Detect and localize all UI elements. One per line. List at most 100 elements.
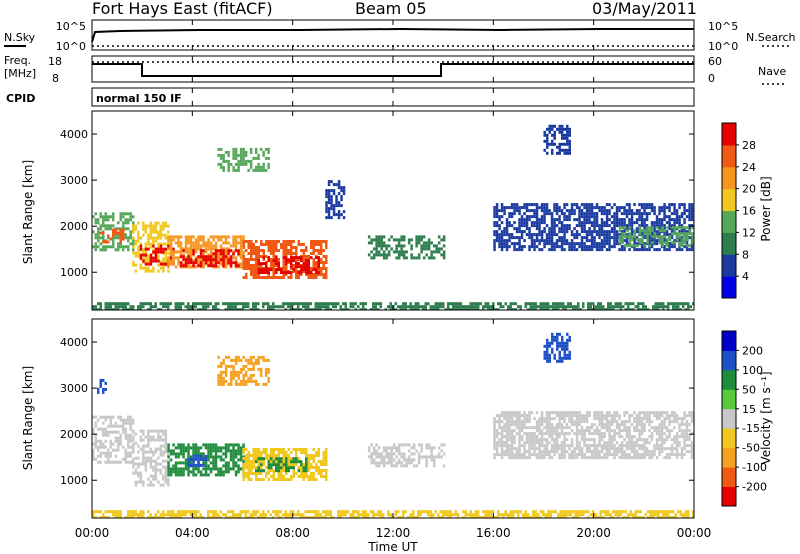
velocity-patch-2 — [167, 443, 245, 477]
beam-label: Beam 05 — [355, 0, 427, 18]
velocity-colorbar-swatch-3 — [722, 428, 736, 449]
power-colorbar-label: Power [dB] — [759, 176, 773, 241]
velocity-patch-3 — [187, 454, 208, 467]
nave-tick-top: 60 — [708, 55, 722, 68]
power-colorbar-tick-0: 4 — [742, 270, 749, 283]
power-patch-9 — [325, 180, 346, 220]
velocity-colorbar-tick-4: 15 — [742, 403, 756, 416]
station-title: Fort Hays East (fitACF) — [92, 0, 273, 18]
power-data-layer — [92, 124, 694, 310]
date-label: 03/May/2011 — [592, 0, 697, 18]
noise-tick-left-top: 10^5 — [56, 20, 86, 33]
power-patch-10 — [367, 235, 446, 260]
time-axis-label: Time UT — [367, 540, 418, 554]
noise-tick-left-bottom: 10^0 — [56, 40, 86, 53]
power-ytick-label-3: 4000 — [60, 128, 88, 141]
cpid-value: normal 150 IF — [96, 92, 182, 105]
velocity-data-layer — [92, 332, 694, 518]
noise-tick-right-top: 10^5 — [708, 20, 738, 33]
freq-line — [92, 63, 694, 77]
power-colorbar-swatch-1 — [722, 254, 736, 277]
velocity-colorbar: -200 -100 -50 -15 15 50 100 200 — [721, 330, 767, 507]
nsky-line — [91, 27, 694, 43]
power-ytick-label-2: 3000 — [60, 174, 88, 187]
time-tick-label-0: 00:00 — [75, 526, 110, 540]
power-colorbar-swatch-2 — [722, 232, 736, 255]
power-patch-8 — [217, 147, 270, 172]
time-tick-label-1: 04:00 — [175, 526, 210, 540]
time-tick-label-4: 16:00 — [476, 526, 511, 540]
velocity-patch-5 — [255, 457, 308, 473]
velocity-ytick-label-3: 4000 — [60, 336, 88, 349]
freq-panel: Freq. [MHz] 18 8 60 0 Nave — [4, 54, 786, 85]
velocity-patch-6 — [217, 355, 270, 386]
cpid-panel: CPID normal 150 IF — [6, 87, 695, 107]
freq-tick-bottom: 8 — [52, 72, 59, 85]
power-patch-13 — [543, 124, 571, 155]
power-colorbar-tick-2: 12 — [742, 226, 756, 239]
power-patch-1 — [99, 228, 125, 244]
power-patch-2 — [132, 221, 170, 273]
velocity-patch-9 — [493, 411, 694, 460]
power-ylabel: Slant Range [km] — [21, 160, 35, 264]
velocity-ylabel: Slant Range [km] — [21, 366, 35, 470]
velocity-y-axis: 1000 2000 3000 4000 — [60, 336, 694, 487]
freq-unit-label: [MHz] — [4, 67, 36, 80]
time-tick-label-5: 20:00 — [576, 526, 611, 540]
power-colorbar-swatch-5 — [722, 166, 736, 190]
velocity-patch-10 — [543, 332, 571, 363]
nave-tick-bottom: 0 — [708, 72, 715, 85]
velocity-colorbar-tick-1: -100 — [742, 461, 767, 474]
time-tick-label-3: 12:00 — [376, 526, 411, 540]
power-patch-0 — [92, 212, 135, 252]
power-colorbar-swatch-0 — [722, 276, 736, 299]
velocity-colorbar-swatch-4 — [722, 408, 736, 429]
velocity-patch-11 — [92, 510, 694, 518]
freq-tick-top: 18 — [48, 55, 62, 68]
nsearch-label: N.Search — [746, 31, 796, 44]
velocity-colorbar-tick-3: -15 — [742, 422, 760, 435]
noise-panel: N.Sky N.Search 10^5 10^0 10^5 10^0 — [4, 19, 796, 53]
power-colorbar-swatch-6 — [722, 144, 736, 168]
power-colorbar-tick-5: 24 — [742, 161, 756, 174]
time-tick-label-2: 08:00 — [275, 526, 310, 540]
power-y-axis: 1000 2000 3000 4000 — [60, 128, 694, 279]
power-panel: 1000 2000 3000 4000 Slant Range [km] 4 8 12 16… — [21, 110, 773, 311]
velocity-patch-7 — [97, 378, 107, 394]
power-colorbar-tick-1: 8 — [742, 248, 749, 261]
velocity-ytick-label-2: 3000 — [60, 382, 88, 395]
velocity-patch-8 — [367, 443, 446, 468]
velocity-colorbar-tick-2: -50 — [742, 442, 760, 455]
nsky-label: N.Sky — [4, 31, 36, 44]
velocity-panel: 1000 2000 3000 4000 Slant Range [km] -200 -1… — [21, 318, 773, 519]
velocity-colorbar-tick-7: 200 — [742, 344, 763, 357]
power-colorbar-swatch-4 — [722, 188, 736, 211]
cpid-label: CPID — [6, 92, 35, 105]
power-colorbar-swatch-7 — [722, 123, 736, 146]
power-colorbar-tick-6: 28 — [742, 139, 756, 152]
velocity-colorbar-swatch-6 — [722, 369, 736, 390]
power-colorbar: 4 8 12 16 20 24 28 — [721, 122, 756, 299]
velocity-colorbar-swatch-7 — [722, 350, 736, 371]
velocity-patch-0 — [92, 415, 135, 464]
power-patch-5 — [179, 249, 240, 268]
power-colorbar-swatch-3 — [722, 210, 736, 233]
power-colorbar-tick-4: 20 — [742, 183, 756, 196]
power-colorbar-tick-3: 16 — [742, 205, 756, 218]
velocity-colorbar-swatch-8 — [722, 331, 736, 351]
noise-tick-right-bottom: 10^0 — [708, 40, 738, 53]
velocity-colorbar-tick-6: 100 — [742, 364, 763, 377]
freq-label: Freq. — [4, 54, 31, 67]
power-patch-14 — [92, 302, 694, 310]
velocity-colorbar-swatch-1 — [722, 467, 736, 487]
velocity-colorbar-label: Velocity [m s⁻¹] — [759, 371, 773, 464]
velocity-ytick-label-1: 2000 — [60, 428, 88, 441]
power-patch-7 — [257, 256, 320, 275]
velocity-colorbar-swatch-5 — [722, 389, 736, 410]
power-patch-11 — [493, 203, 694, 252]
power-ytick-label-1: 2000 — [60, 220, 88, 233]
velocity-colorbar-tick-5: 50 — [742, 383, 756, 396]
power-ytick-label-0: 1000 — [60, 266, 88, 279]
velocity-colorbar-tick-0: -200 — [742, 481, 767, 494]
